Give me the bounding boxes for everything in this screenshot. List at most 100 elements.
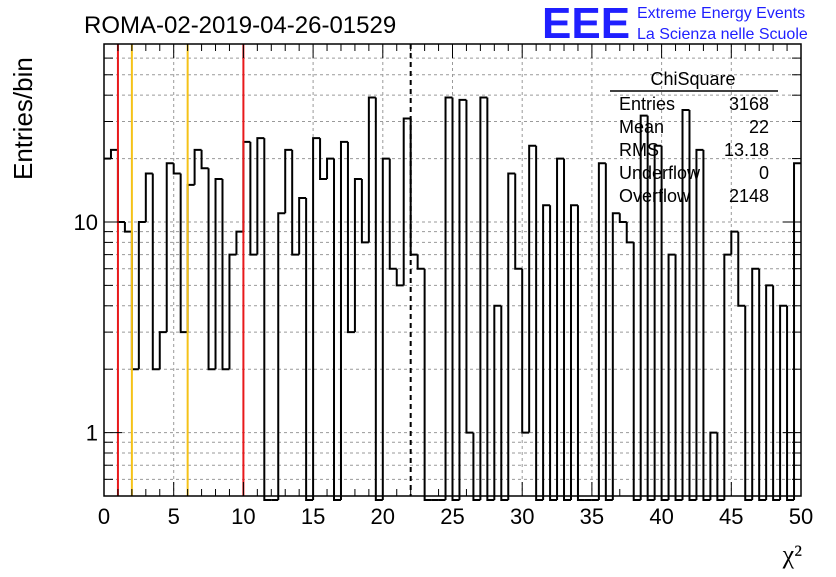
histogram-bin (674, 254, 683, 501)
histogram-bin (221, 178, 230, 371)
stats-underflow-label: Underflow (619, 163, 701, 183)
histogram-bin (618, 213, 627, 223)
histogram-bin (597, 162, 606, 500)
histogram-bin (751, 267, 760, 500)
x-axis-label: χ² (782, 540, 803, 569)
histogram-bin (507, 172, 516, 500)
histogram-bin (207, 168, 216, 371)
histogram-bin (109, 148, 118, 159)
histogram-bin (228, 253, 237, 370)
histogram-bin (549, 205, 558, 501)
stats-overflow-label: Overflow (619, 186, 691, 206)
histogram-bin (123, 221, 132, 233)
histogram-bin (144, 172, 153, 222)
histogram-bin (388, 158, 397, 270)
histogram-bin (291, 149, 300, 256)
histogram-bin (444, 96, 453, 500)
histogram-bin (242, 140, 251, 232)
histogram-bin (500, 305, 509, 501)
histogram-bin (326, 157, 335, 179)
histogram-bin (688, 110, 697, 501)
histogram-bin (542, 204, 551, 500)
histogram-bin (165, 162, 174, 333)
histogram-bin (395, 268, 404, 287)
x-tick-label: 15 (301, 504, 325, 529)
y-axis-label: Entries/bin (8, 57, 38, 180)
stats-entries-value: 3168 (729, 94, 769, 114)
x-tick-label: 0 (98, 504, 110, 529)
histogram-bin (298, 196, 307, 255)
histogram-bin (716, 432, 725, 501)
histogram-bin (702, 149, 711, 501)
histogram-bin (681, 109, 690, 500)
histogram-bin (695, 148, 704, 500)
x-tick-label: 45 (719, 504, 743, 529)
histogram-bin (172, 163, 181, 175)
histogram-bin (465, 99, 474, 434)
plot-frame-layer (103, 43, 802, 497)
histogram-bin (353, 177, 362, 333)
plot-frame (103, 43, 802, 497)
stats-box-title: ChiSquare (650, 69, 735, 89)
histogram-bin (604, 163, 613, 501)
histogram-bin (786, 305, 795, 501)
histogram-bin (625, 221, 634, 244)
stats-rms-value: 13.18 (724, 140, 769, 160)
histogram-bin (416, 254, 425, 270)
histogram-bin (535, 145, 544, 501)
histogram-bin (765, 284, 774, 500)
stats-mean-value: 22 (749, 117, 769, 137)
histogram-bin (576, 205, 585, 501)
histogram-bin (514, 173, 523, 270)
x-tick-label: 30 (510, 504, 534, 529)
histogram-bin (381, 157, 390, 500)
histogram-bin (333, 158, 341, 501)
histogram-bin (277, 212, 286, 500)
logo-line-1: Extreme Energy Events (637, 5, 805, 22)
x-tick-label: 10 (231, 504, 255, 529)
histogram-layer (104, 96, 801, 501)
histogram-bin (772, 285, 781, 501)
histogram-bin (402, 117, 411, 286)
histogram-bin (493, 304, 502, 500)
histogram-bin (793, 162, 801, 500)
threshold-lines-layer (116, 44, 412, 496)
stats-mean-label: Mean (619, 117, 664, 137)
y-tick-label: 1 (86, 421, 98, 446)
histogram-bin (249, 141, 258, 256)
chart-title: ROMA-02-2019-04-26-01529 (84, 12, 396, 39)
histogram-bin (193, 148, 202, 185)
histogram-bin (486, 97, 495, 501)
histogram-bin (479, 96, 488, 500)
histogram-bin (339, 140, 348, 500)
histogram-bin (639, 114, 648, 500)
x-tick-label: 5 (168, 504, 180, 529)
tick-label-layer: 0 5 10 15 20 25 30 35 40 45 50 1 10 (74, 210, 814, 529)
x-tick-label: 40 (649, 504, 673, 529)
histogram-bin (611, 212, 620, 500)
histogram-bin (737, 231, 746, 307)
histogram-bin (214, 177, 223, 370)
histogram-bin (744, 305, 753, 501)
histogram-bin (179, 173, 188, 334)
histogram-bin (563, 158, 571, 501)
histogram-bin (521, 268, 530, 434)
histogram-bin (235, 230, 244, 255)
histogram-bin (660, 145, 669, 501)
stats-underflow-value: 0 (759, 163, 769, 183)
histogram-bin (284, 148, 293, 214)
histogram-bin (646, 115, 655, 501)
x-tick-label: 25 (440, 504, 464, 529)
histogram-bin (200, 149, 209, 170)
histogram-bin (569, 204, 578, 500)
histogram-bin (779, 304, 788, 500)
stats-overflow-value: 2148 (729, 186, 769, 206)
histogram-bin (451, 97, 460, 501)
x-tick-label: 35 (580, 504, 604, 529)
histogram-bin (709, 431, 718, 500)
histogram-bin (158, 331, 167, 370)
histogram-bin (472, 432, 481, 501)
histogram-bin (151, 173, 160, 371)
histogram-bin (305, 197, 314, 501)
